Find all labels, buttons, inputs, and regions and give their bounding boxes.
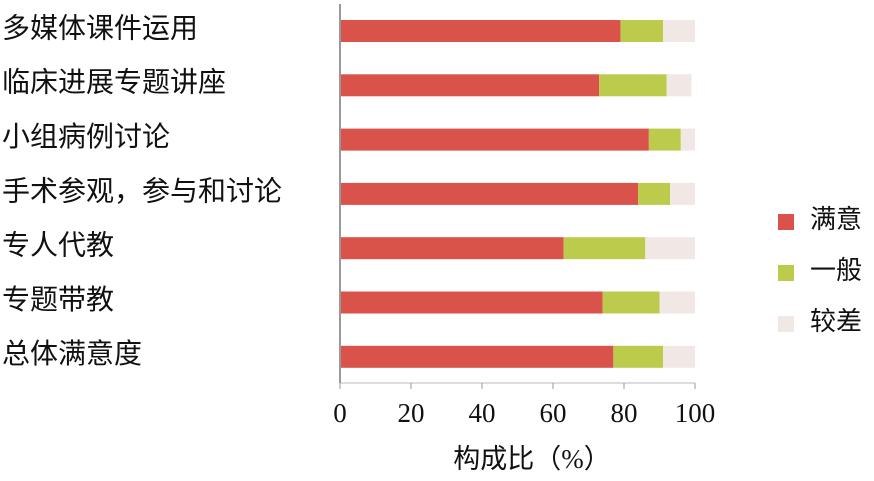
bar-segment <box>340 291 603 314</box>
y-tick-label: 专题带教 <box>2 284 114 316</box>
bar-segment <box>563 237 646 260</box>
y-tick-label: 临床进展专题讲座 <box>2 67 226 99</box>
x-tick-label: 60 <box>540 398 567 428</box>
bar-segment <box>663 345 695 368</box>
y-tick-label: 多媒体课件运用 <box>2 12 198 44</box>
x-tick-label: 40 <box>469 398 496 428</box>
legend-label: 较差 <box>810 307 862 336</box>
legend-swatch <box>778 265 794 281</box>
bar-segment <box>648 128 681 151</box>
bar-segment <box>659 291 695 314</box>
y-tick-label: 小组病例讨论 <box>2 121 170 153</box>
x-tick-label: 80 <box>611 398 638 428</box>
x-tick-label: 100 <box>675 398 716 428</box>
bar-segment <box>680 128 695 151</box>
bar-segment <box>670 182 695 205</box>
bar-segment <box>663 20 695 42</box>
x-tick-label: 0 <box>333 398 347 428</box>
bar-segment <box>340 345 614 368</box>
bar-segment <box>638 182 671 205</box>
bar-segment <box>666 74 692 97</box>
bar-segment <box>340 237 564 260</box>
legend-swatch <box>778 214 794 230</box>
legend-swatch <box>778 316 794 332</box>
bar-segment <box>602 291 660 314</box>
bar-segment <box>645 237 695 260</box>
legend-label: 一般 <box>810 256 862 285</box>
bar-segment <box>613 345 664 368</box>
bar-segment <box>620 20 664 42</box>
y-tick-label: 总体满意度 <box>2 338 142 370</box>
bar-segment <box>599 74 667 97</box>
bar-segment <box>340 182 639 205</box>
bar-segment <box>340 128 649 151</box>
bar-segment <box>340 20 621 42</box>
y-tick-label: 手术参观，参与和讨论 <box>2 175 282 207</box>
x-tick-label: 20 <box>398 398 425 428</box>
bar-segment <box>340 74 600 97</box>
y-tick-label: 专人代教 <box>2 230 114 262</box>
legend-label: 满意 <box>810 205 862 234</box>
x-axis-label: 构成比（%） <box>453 444 611 474</box>
